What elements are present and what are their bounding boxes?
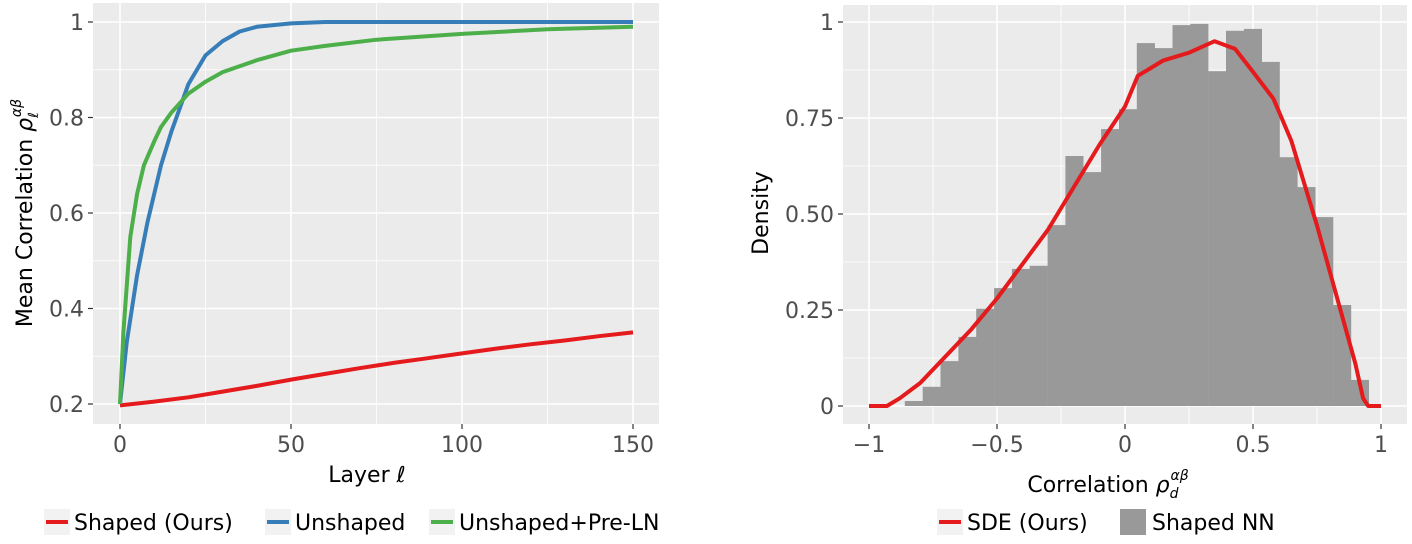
histogram-bar [958, 336, 977, 406]
histogram-bar [1226, 30, 1245, 407]
svg-text:1: 1 [820, 11, 834, 36]
left-legend: Shaped (Ours) Unshaped Unshaped+Pre-LN [44, 509, 659, 536]
histogram-bar [1083, 172, 1102, 406]
legend-item-unshaped-preln: Unshaped+Pre-LN [429, 509, 659, 536]
histogram-bar [1011, 268, 1030, 406]
svg-text:0.25: 0.25 [785, 299, 834, 324]
legend-item-sde: SDE (Ours) [937, 509, 1088, 536]
svg-text:0.2: 0.2 [49, 393, 84, 418]
svg-text:100: 100 [441, 433, 483, 458]
histogram-bar [940, 361, 959, 406]
svg-text:1: 1 [1374, 433, 1388, 458]
svg-text:0.6: 0.6 [49, 202, 84, 227]
left-axis-ticks: 0 50 100 150 0.2 0.4 0.6 0.8 1 [49, 11, 654, 458]
svg-text:Shaped (Ours): Shaped (Ours) [74, 511, 233, 536]
legend-item-shaped: Shaped (Ours) [44, 509, 233, 536]
histogram-bar [994, 288, 1013, 406]
svg-text:−1: −1 [853, 433, 885, 458]
histogram-bars [904, 23, 1369, 407]
legend-item-shaped-nn: Shaped NN [1120, 509, 1275, 536]
histogram-bar [1029, 265, 1048, 406]
histogram-bar [1154, 48, 1173, 406]
svg-text:SDE (Ours): SDE (Ours) [967, 511, 1088, 536]
histogram-bar [1243, 28, 1262, 407]
svg-text:0.5: 0.5 [1236, 433, 1271, 458]
histogram-bar [904, 401, 923, 406]
svg-text:150: 150 [612, 433, 654, 458]
right-x-axis-title: Correlation ρdαβ [1027, 468, 1188, 502]
line-series-1 [118, 20, 633, 405]
histogram-bar [1261, 61, 1280, 407]
left-y-axis-title: Mean Correlation ρℓαβ [9, 99, 42, 327]
svg-text:Unshaped: Unshaped [295, 511, 405, 536]
histogram-bar [1297, 187, 1316, 406]
left-line-chart: 0 50 100 150 0.2 0.4 0.6 0.8 1 Layer ℓ Mean Corr… [9, 3, 659, 536]
svg-text:0.4: 0.4 [49, 298, 84, 323]
svg-text:Shaped NN: Shaped NN [1152, 511, 1275, 536]
sde-line [869, 39, 1381, 408]
right-y-axis-title: Density [749, 171, 774, 255]
histogram-bar [976, 308, 995, 406]
legend-item-unshaped: Unshaped [265, 509, 405, 536]
svg-text:0.75: 0.75 [785, 107, 834, 132]
histogram-bar [1279, 157, 1298, 406]
left-x-axis-title: Layer ℓ [328, 463, 405, 488]
histogram-bar [1101, 129, 1120, 406]
svg-text:Unshaped+Pre-LN: Unshaped+Pre-LN [459, 511, 659, 536]
sde-density-line [869, 39, 1381, 408]
histogram-bar [1208, 71, 1227, 406]
histogram-bar [1119, 109, 1138, 406]
gray-box-swatch-icon [1120, 509, 1146, 535]
line-series-2 [118, 24, 634, 405]
right-histogram-chart: −1 −0.5 0 0.5 1 0 0.25 0.50 0.75 1 Correlation ρd… [749, 5, 1407, 536]
histogram-bar [1190, 23, 1209, 407]
histogram-bar [1047, 225, 1066, 406]
histogram-bar [1065, 156, 1084, 406]
svg-text:0.8: 0.8 [49, 107, 84, 132]
svg-text:0.50: 0.50 [785, 203, 834, 228]
right-axis-ticks: −1 −0.5 0 0.5 1 0 0.25 0.50 0.75 1 [785, 11, 1388, 458]
histogram-bar [1172, 25, 1191, 406]
histogram-bar [1136, 43, 1155, 406]
svg-text:1: 1 [70, 11, 84, 36]
svg-text:0: 0 [1118, 433, 1132, 458]
right-legend: SDE (Ours) Shaped NN [937, 509, 1275, 536]
svg-text:0: 0 [113, 433, 127, 458]
left-data-lines [118, 20, 634, 408]
svg-text:−0.5: −0.5 [970, 433, 1023, 458]
svg-text:0: 0 [820, 395, 834, 420]
histogram-bar [922, 386, 941, 406]
svg-text:50: 50 [277, 433, 305, 458]
line-series-0 [119, 330, 634, 408]
